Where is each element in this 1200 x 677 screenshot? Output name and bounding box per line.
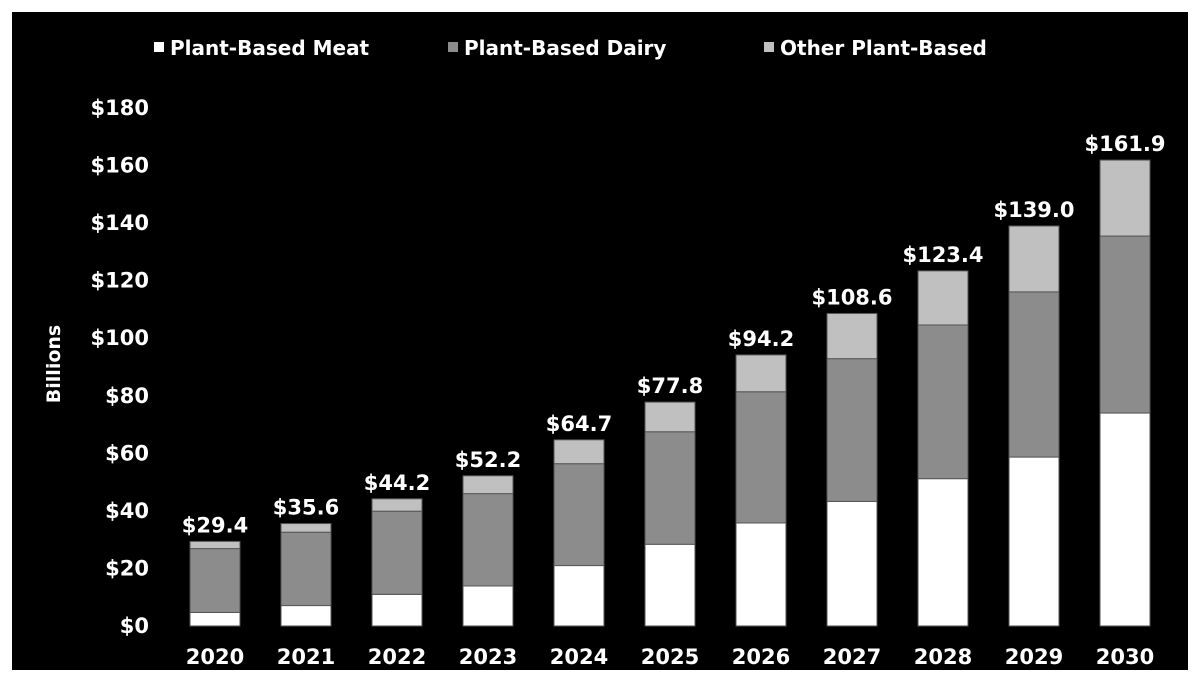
stacked-bar-chart: Plant-Based Meat Plant-Based Dairy Other P… [43, 36, 1166, 669]
bar-segment [1008, 225, 1060, 293]
bar-segment [371, 498, 423, 512]
legend-swatch [154, 42, 164, 52]
bar-segment [462, 493, 514, 587]
bar-total-label: $64.7 [546, 412, 612, 436]
bars [189, 159, 1151, 627]
bar-segment [735, 354, 787, 393]
bar-segment [735, 522, 787, 627]
bar-total-label: $94.2 [728, 327, 794, 351]
bar-segment [280, 531, 332, 607]
bar-total-label: $139.0 [993, 198, 1074, 222]
legend-label: Other Plant-Based [780, 36, 987, 60]
bar-segment [1008, 291, 1060, 458]
y-tick-label: $140 [91, 211, 149, 235]
y-tick-label: $120 [91, 269, 149, 293]
x-tick-label: 2027 [823, 645, 881, 669]
bar-segment [917, 270, 969, 326]
bar-segment [553, 463, 605, 567]
bar-segment [553, 439, 605, 465]
bar-total-label: $29.4 [182, 513, 248, 537]
x-tick-label: 2030 [1096, 645, 1154, 669]
bar-segment [917, 324, 969, 480]
bar-segment [826, 312, 878, 360]
legend: Plant-Based Meat Plant-Based Dairy Other P… [154, 36, 987, 60]
x-tick-label: 2021 [277, 645, 335, 669]
total-labels: $29.4 $35.6 $44.2 $52.2 $64.7 $77.8 $94.2 $108.… [182, 132, 1166, 537]
bar-total-label: $35.6 [273, 496, 339, 520]
bar-segment [735, 391, 787, 524]
bar-segment [462, 475, 514, 495]
legend-label: Plant-Based Dairy [464, 36, 666, 60]
y-tick-label: $100 [91, 326, 149, 350]
chart-frame: Plant-Based Meat Plant-Based Dairy Other P… [12, 12, 1188, 670]
x-tick-label: 2026 [732, 645, 790, 669]
bar-segment [644, 543, 696, 627]
legend-swatch [764, 42, 774, 52]
bar-total-label: $44.2 [364, 471, 430, 495]
bar-segment [371, 593, 423, 627]
bar-total-label: $52.2 [455, 448, 521, 472]
bar-segment [826, 500, 878, 627]
bar-segment [917, 478, 969, 627]
bar-total-label: $161.9 [1084, 132, 1165, 156]
x-tick-label: 2020 [186, 645, 244, 669]
x-tick-label: 2028 [914, 645, 972, 669]
bar-segment [280, 605, 332, 627]
bar-segment [189, 540, 241, 550]
x-axis-ticks: 2020 2021 2022 2023 2024 2025 2026 2027 2028 2029… [186, 645, 1154, 669]
y-tick-label: $180 [91, 96, 149, 120]
y-tick-label: $60 [105, 441, 149, 465]
bar-segment [280, 523, 332, 533]
legend-label: Plant-Based Meat [170, 36, 370, 60]
y-tick-label: $80 [105, 384, 149, 408]
x-tick-label: 2022 [368, 645, 426, 669]
y-axis-label: Billions [43, 325, 65, 403]
x-tick-label: 2025 [641, 645, 699, 669]
bar-segment [1099, 159, 1151, 237]
x-tick-label: 2023 [459, 645, 517, 669]
bar-segment [644, 431, 696, 545]
bar-segment [826, 358, 878, 502]
x-tick-label: 2024 [550, 645, 608, 669]
bar-segment [462, 585, 514, 627]
bar-segment [644, 401, 696, 433]
y-axis-ticks: $0 $20 $40 $60 $80 $100 $120 $140 $160 $180 [91, 96, 149, 638]
y-tick-label: $0 [120, 614, 149, 638]
y-tick-label: $40 [105, 499, 149, 523]
y-tick-label: $20 [105, 556, 149, 580]
bar-segment [189, 611, 241, 627]
bar-total-label: $123.4 [902, 243, 983, 267]
bar-segment [189, 548, 241, 613]
bar-segment [371, 510, 423, 595]
bar-segment [553, 565, 605, 627]
bar-segment [1099, 235, 1151, 414]
bar-total-label: $108.6 [811, 285, 892, 309]
bar-total-label: $77.8 [637, 374, 703, 398]
bar-segment [1099, 412, 1151, 627]
y-tick-label: $160 [91, 154, 149, 178]
legend-swatch [448, 42, 458, 52]
x-tick-label: 2029 [1005, 645, 1063, 669]
bar-segment [1008, 456, 1060, 627]
